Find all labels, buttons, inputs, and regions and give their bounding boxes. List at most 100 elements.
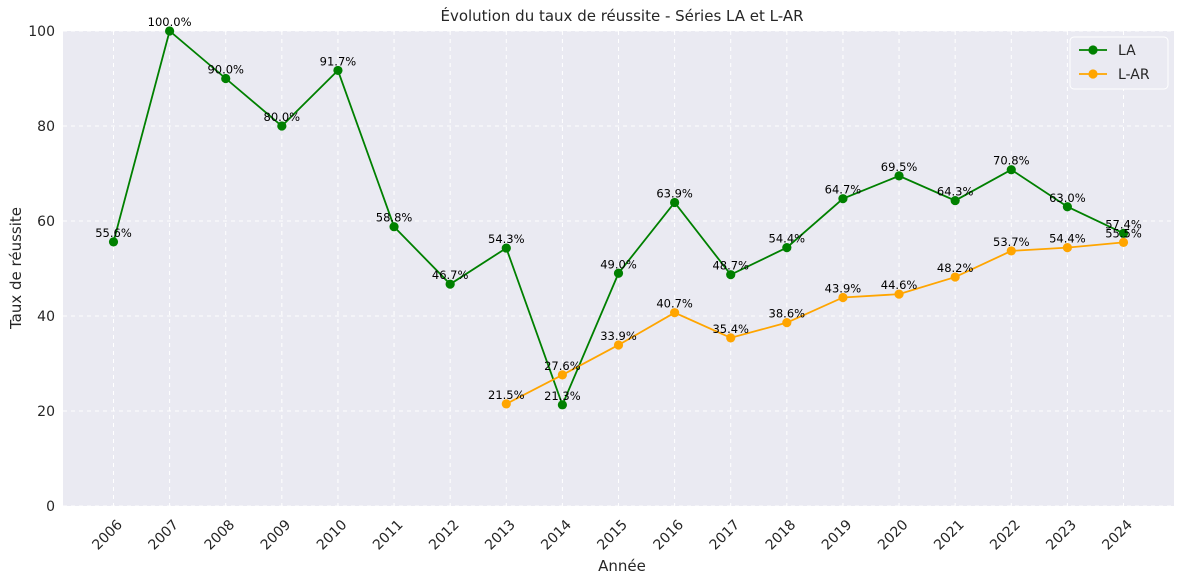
data-label-la: 64.3% bbox=[937, 185, 974, 199]
data-label-l-ar: 27.6% bbox=[544, 359, 581, 373]
data-point-la bbox=[501, 243, 511, 253]
data-label-la: 46.7% bbox=[432, 268, 469, 282]
data-point-l-ar bbox=[726, 333, 736, 343]
x-tick-label: 2012 bbox=[426, 517, 463, 554]
data-point-l-ar bbox=[557, 370, 567, 380]
series-line-l-ar bbox=[505, 241, 1124, 405]
data-point-la bbox=[782, 243, 792, 253]
data-point-l-ar bbox=[838, 292, 848, 303]
data-label-l-ar: 38.6% bbox=[769, 307, 806, 321]
data-label-l-ar: 48.2% bbox=[937, 261, 974, 275]
x-tick-label: 2017 bbox=[707, 517, 744, 554]
x-tick-label: 2008 bbox=[202, 517, 239, 554]
data-point-la bbox=[613, 268, 624, 278]
data-label-la: 90.0% bbox=[207, 63, 244, 77]
series bbox=[108, 26, 1129, 410]
data-label-la: 63.9% bbox=[656, 186, 693, 200]
data-point-l-ar bbox=[1062, 243, 1072, 253]
data-label-la: 91.7% bbox=[320, 54, 357, 68]
y-tick-label: 80 bbox=[37, 119, 55, 135]
data-point-l-ar bbox=[670, 308, 680, 318]
data-point-la bbox=[1062, 202, 1072, 212]
data-point-l-ar bbox=[1118, 237, 1129, 247]
data-point-la bbox=[165, 26, 175, 36]
data-point-la bbox=[333, 65, 343, 76]
data-point-la bbox=[445, 279, 455, 289]
data-label-l-ar: 54.4% bbox=[1049, 232, 1086, 246]
x-tick-label: 2009 bbox=[258, 517, 295, 554]
data-label-la: 55.6% bbox=[95, 226, 132, 240]
x-tick-label: 2015 bbox=[594, 517, 631, 554]
data-label-la: 57.4% bbox=[1105, 217, 1142, 231]
x-axis-title: Année bbox=[598, 557, 646, 575]
x-tick-label: 2022 bbox=[987, 517, 1024, 554]
data-point-l-ar bbox=[894, 289, 904, 299]
data-point-la bbox=[277, 121, 287, 131]
data-label-l-ar: 44.6% bbox=[881, 278, 918, 292]
data-label-l-ar: 21.5% bbox=[488, 388, 525, 402]
data-point-l-ar bbox=[950, 272, 960, 282]
data-label-la: 21.3% bbox=[544, 389, 581, 403]
data-label-la: 49.0% bbox=[600, 257, 637, 271]
data-label-la: 100.0% bbox=[148, 15, 192, 29]
data-label-la: 54.4% bbox=[769, 232, 806, 246]
data-point-la bbox=[389, 222, 399, 232]
x-tick-label: 2023 bbox=[1043, 517, 1080, 554]
chart-title: Évolution du taux de réussite - Séries L… bbox=[440, 6, 803, 25]
data-point-la bbox=[894, 171, 904, 181]
data-label-la: 63.0% bbox=[1049, 191, 1086, 205]
data-label-l-ar: 33.9% bbox=[600, 329, 637, 343]
legend-marker-la bbox=[1088, 45, 1098, 55]
data-point-la bbox=[726, 270, 736, 280]
data-label-l-ar: 35.4% bbox=[712, 322, 749, 336]
x-tick-label: 2016 bbox=[651, 517, 688, 554]
data-label-l-ar: 53.7% bbox=[993, 235, 1030, 249]
x-tick-label: 2013 bbox=[482, 517, 519, 554]
legend: LA L-AR bbox=[1069, 36, 1169, 90]
x-tick-label: 2024 bbox=[1099, 517, 1136, 554]
x-tick-label: 2014 bbox=[538, 517, 575, 554]
data-point-la bbox=[670, 197, 680, 208]
data-point-l-ar bbox=[501, 399, 511, 409]
x-tick-label: 2007 bbox=[146, 517, 183, 554]
data-point-l-ar bbox=[782, 318, 792, 328]
data-label-l-ar: 55.5% bbox=[1105, 226, 1142, 240]
x-tick-label: 2011 bbox=[370, 517, 407, 554]
x-tick-label: 2020 bbox=[875, 517, 912, 554]
y-tick-label: 0 bbox=[46, 499, 55, 515]
data-point-la bbox=[108, 237, 119, 247]
data-label-l-ar: 43.9% bbox=[825, 281, 862, 295]
data-point-la bbox=[1118, 228, 1129, 238]
data-point-la bbox=[557, 400, 567, 410]
data-label-la: 80.0% bbox=[264, 110, 301, 124]
y-tick-label: 20 bbox=[37, 404, 55, 420]
data-label-la: 69.5% bbox=[881, 160, 918, 174]
data-label-la: 54.3% bbox=[488, 232, 525, 246]
legend-label-la: LA bbox=[1118, 43, 1136, 59]
data-label-la: 48.7% bbox=[712, 259, 749, 273]
y-axis-title: Taux de réussite bbox=[7, 207, 25, 330]
grid bbox=[63, 30, 1174, 507]
legend-marker-l-ar bbox=[1088, 69, 1098, 79]
y-tick-label: 40 bbox=[37, 309, 55, 325]
data-point-la bbox=[950, 195, 960, 206]
y-tick-label: 100 bbox=[28, 24, 55, 40]
legend-label-l-ar: L-AR bbox=[1118, 67, 1150, 83]
x-tick-label: 2019 bbox=[819, 517, 856, 554]
data-label-la: 58.8% bbox=[376, 211, 413, 225]
data-label-l-ar: 40.7% bbox=[656, 297, 693, 311]
x-tick-label: 2010 bbox=[314, 517, 351, 554]
data-labels: 55.6% 100.0% 90.0% 80.0% 91.7% 58.8% 46.7% 54.3… bbox=[95, 15, 1142, 403]
x-tick-label: 2006 bbox=[89, 517, 126, 554]
data-point-la bbox=[838, 194, 848, 204]
data-point-la bbox=[1006, 165, 1016, 175]
data-point-l-ar bbox=[1006, 246, 1016, 256]
x-tick-label: 2018 bbox=[763, 517, 800, 554]
x-tick-label: 2021 bbox=[931, 517, 968, 554]
data-point-l-ar bbox=[613, 340, 624, 350]
data-point-la bbox=[221, 73, 231, 84]
data-label-la: 64.7% bbox=[825, 183, 862, 197]
y-tick-label: 60 bbox=[37, 214, 55, 230]
